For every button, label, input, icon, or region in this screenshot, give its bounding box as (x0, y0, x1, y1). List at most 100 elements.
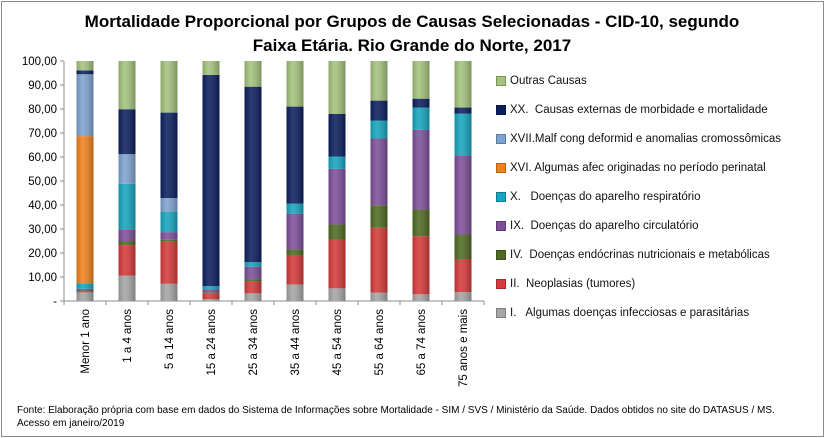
x-tick-label: 65 a 74 anos (416, 309, 428, 376)
x-tick-label: 1 a 4 anos (122, 309, 134, 363)
x-tick-label: 45 a 54 anos (332, 309, 344, 376)
bar-segment-shading (118, 241, 136, 246)
legend-label: II. Neoplasias (tumores) (510, 277, 636, 290)
bar-segment-shading (202, 299, 220, 301)
bar-segment-shading (412, 61, 430, 99)
legend-label: XVI. Algumas afec originadas no período … (510, 161, 766, 174)
legend-item: IV. Doenças endócrinas nutricionais e me… (496, 240, 781, 269)
legend-item: X. Doenças do aparelho respiratório (496, 182, 781, 211)
legend-label: I. Algumas doenças infecciosas e parasit… (510, 306, 750, 319)
legend-swatch (496, 133, 506, 144)
y-tick-label: 60,00 (28, 152, 57, 164)
y-tick-label: 90,00 (28, 80, 57, 92)
bar-segment-shading (328, 156, 346, 169)
legend-swatch (496, 162, 506, 173)
bar-segment-shading (160, 239, 178, 242)
bar-segment-shading (328, 168, 346, 225)
bar-segment-shading (202, 74, 220, 287)
bar-segment-shading (454, 113, 472, 156)
legend-item: Outras Causas (496, 66, 781, 95)
bar-segment-shading (244, 279, 262, 282)
legend-swatch (496, 104, 506, 115)
x-tick-label: 5 a 14 anos (164, 309, 176, 369)
bar-segment-shading (370, 205, 388, 228)
legend-swatch (496, 191, 506, 202)
bar-segment-shading (328, 61, 346, 114)
legend-swatch (496, 249, 506, 260)
legend-label: XVII.Malf cong deformid e anomalias crom… (510, 132, 781, 145)
bar-segment-shading (244, 86, 262, 263)
bar-segment-shading (244, 293, 262, 301)
bar-segment-shading (370, 61, 388, 101)
legend-item: XVI. Algumas afec originadas no período … (496, 153, 781, 182)
bar-segment-shading (118, 154, 136, 184)
legend-swatch (496, 220, 506, 231)
bar-segment-shading (160, 198, 178, 212)
legend-item: IX. Doenças do aparelho circulatório (496, 211, 781, 240)
y-tick-label: 70,00 (28, 128, 57, 140)
bar-segment-shading (454, 155, 472, 235)
bar-segment-shading (286, 106, 304, 204)
x-tick-label: 35 a 44 anos (290, 309, 302, 376)
bar-segment-shading (202, 286, 220, 290)
bar-segment-shading (202, 289, 220, 293)
chart-title-line-1: Mortalidade Proporcional por Grupos de C… (84, 12, 740, 31)
bar-segment-shading (118, 109, 136, 155)
bar-segment-shading (76, 283, 94, 289)
bar-segment-shading (454, 107, 472, 114)
chart-title: Mortalidade Proporcional por Grupos de C… (12, 10, 812, 58)
legend: Outras Causas XX. Causas externas de morb… (496, 66, 781, 327)
bar-segment-shading (160, 112, 178, 199)
bar-segment-shading (286, 61, 304, 107)
bar-segment-shading (412, 98, 430, 108)
bar-segment-shading (244, 61, 262, 87)
bar-segment-shading (160, 61, 178, 113)
legend-label: XX. Causas externas de morbidade e morta… (510, 103, 768, 116)
x-tick-label: 55 a 64 anos (374, 309, 386, 376)
bar-segment-shading (244, 262, 262, 267)
bar-segment-shading (76, 292, 94, 301)
bar-segment-shading (160, 232, 178, 240)
y-tick-label: - (53, 296, 57, 308)
y-tick-label: 50,00 (28, 176, 57, 188)
bar-segment-shading (370, 292, 388, 301)
x-tick-label: 75 anos e mais (458, 309, 470, 387)
x-tick-label: 15 a 24 anos (206, 309, 218, 376)
bar-segment-shading (118, 61, 136, 110)
y-tick-label: 80,00 (28, 104, 57, 116)
bar-segment-shading (286, 213, 304, 250)
bar-segment-shading (76, 290, 94, 292)
bar-segment-shading (118, 183, 136, 230)
bar-segment-shading (202, 61, 220, 75)
bar-segment-shading (412, 294, 430, 301)
legend-swatch (496, 307, 506, 318)
bar-segment-shading (286, 284, 304, 301)
y-tick-label: 40,00 (28, 200, 57, 212)
bar-segment-shading (370, 138, 388, 206)
bar-segment-shading (454, 234, 472, 259)
bar-segment-shading (328, 113, 346, 157)
legend-swatch (496, 75, 506, 86)
legend-item: XVII.Malf cong deformid e anomalias crom… (496, 124, 781, 153)
bar-segment-shading (118, 275, 136, 301)
bar-segment-shading (160, 283, 178, 301)
y-tick-label: 30,00 (28, 224, 57, 236)
legend-item: II. Neoplasias (tumores) (496, 269, 781, 298)
bar-segment-shading (118, 245, 136, 276)
bar-segment-shading (454, 61, 472, 108)
bar-segment-shading (118, 229, 136, 241)
y-tick-label: 20,00 (28, 248, 57, 260)
bar-segment-shading (370, 227, 388, 293)
bar-segment-shading (76, 70, 94, 75)
chart-title-line-2: Faixa Etária. Rio Grande do Norte, 2017 (252, 36, 572, 55)
legend-label: IV. Doenças endócrinas nutricionais e me… (510, 248, 770, 261)
bar-segment-shading (76, 61, 94, 71)
bar-segment-shading (328, 288, 346, 301)
bar-segment-shading (202, 293, 220, 300)
bar-segment-shading (76, 291, 94, 293)
bar-segment-shading (370, 120, 388, 139)
bar-segment-shading (286, 255, 304, 285)
source-note: Fonte: Elaboração própria com base em da… (17, 404, 775, 430)
